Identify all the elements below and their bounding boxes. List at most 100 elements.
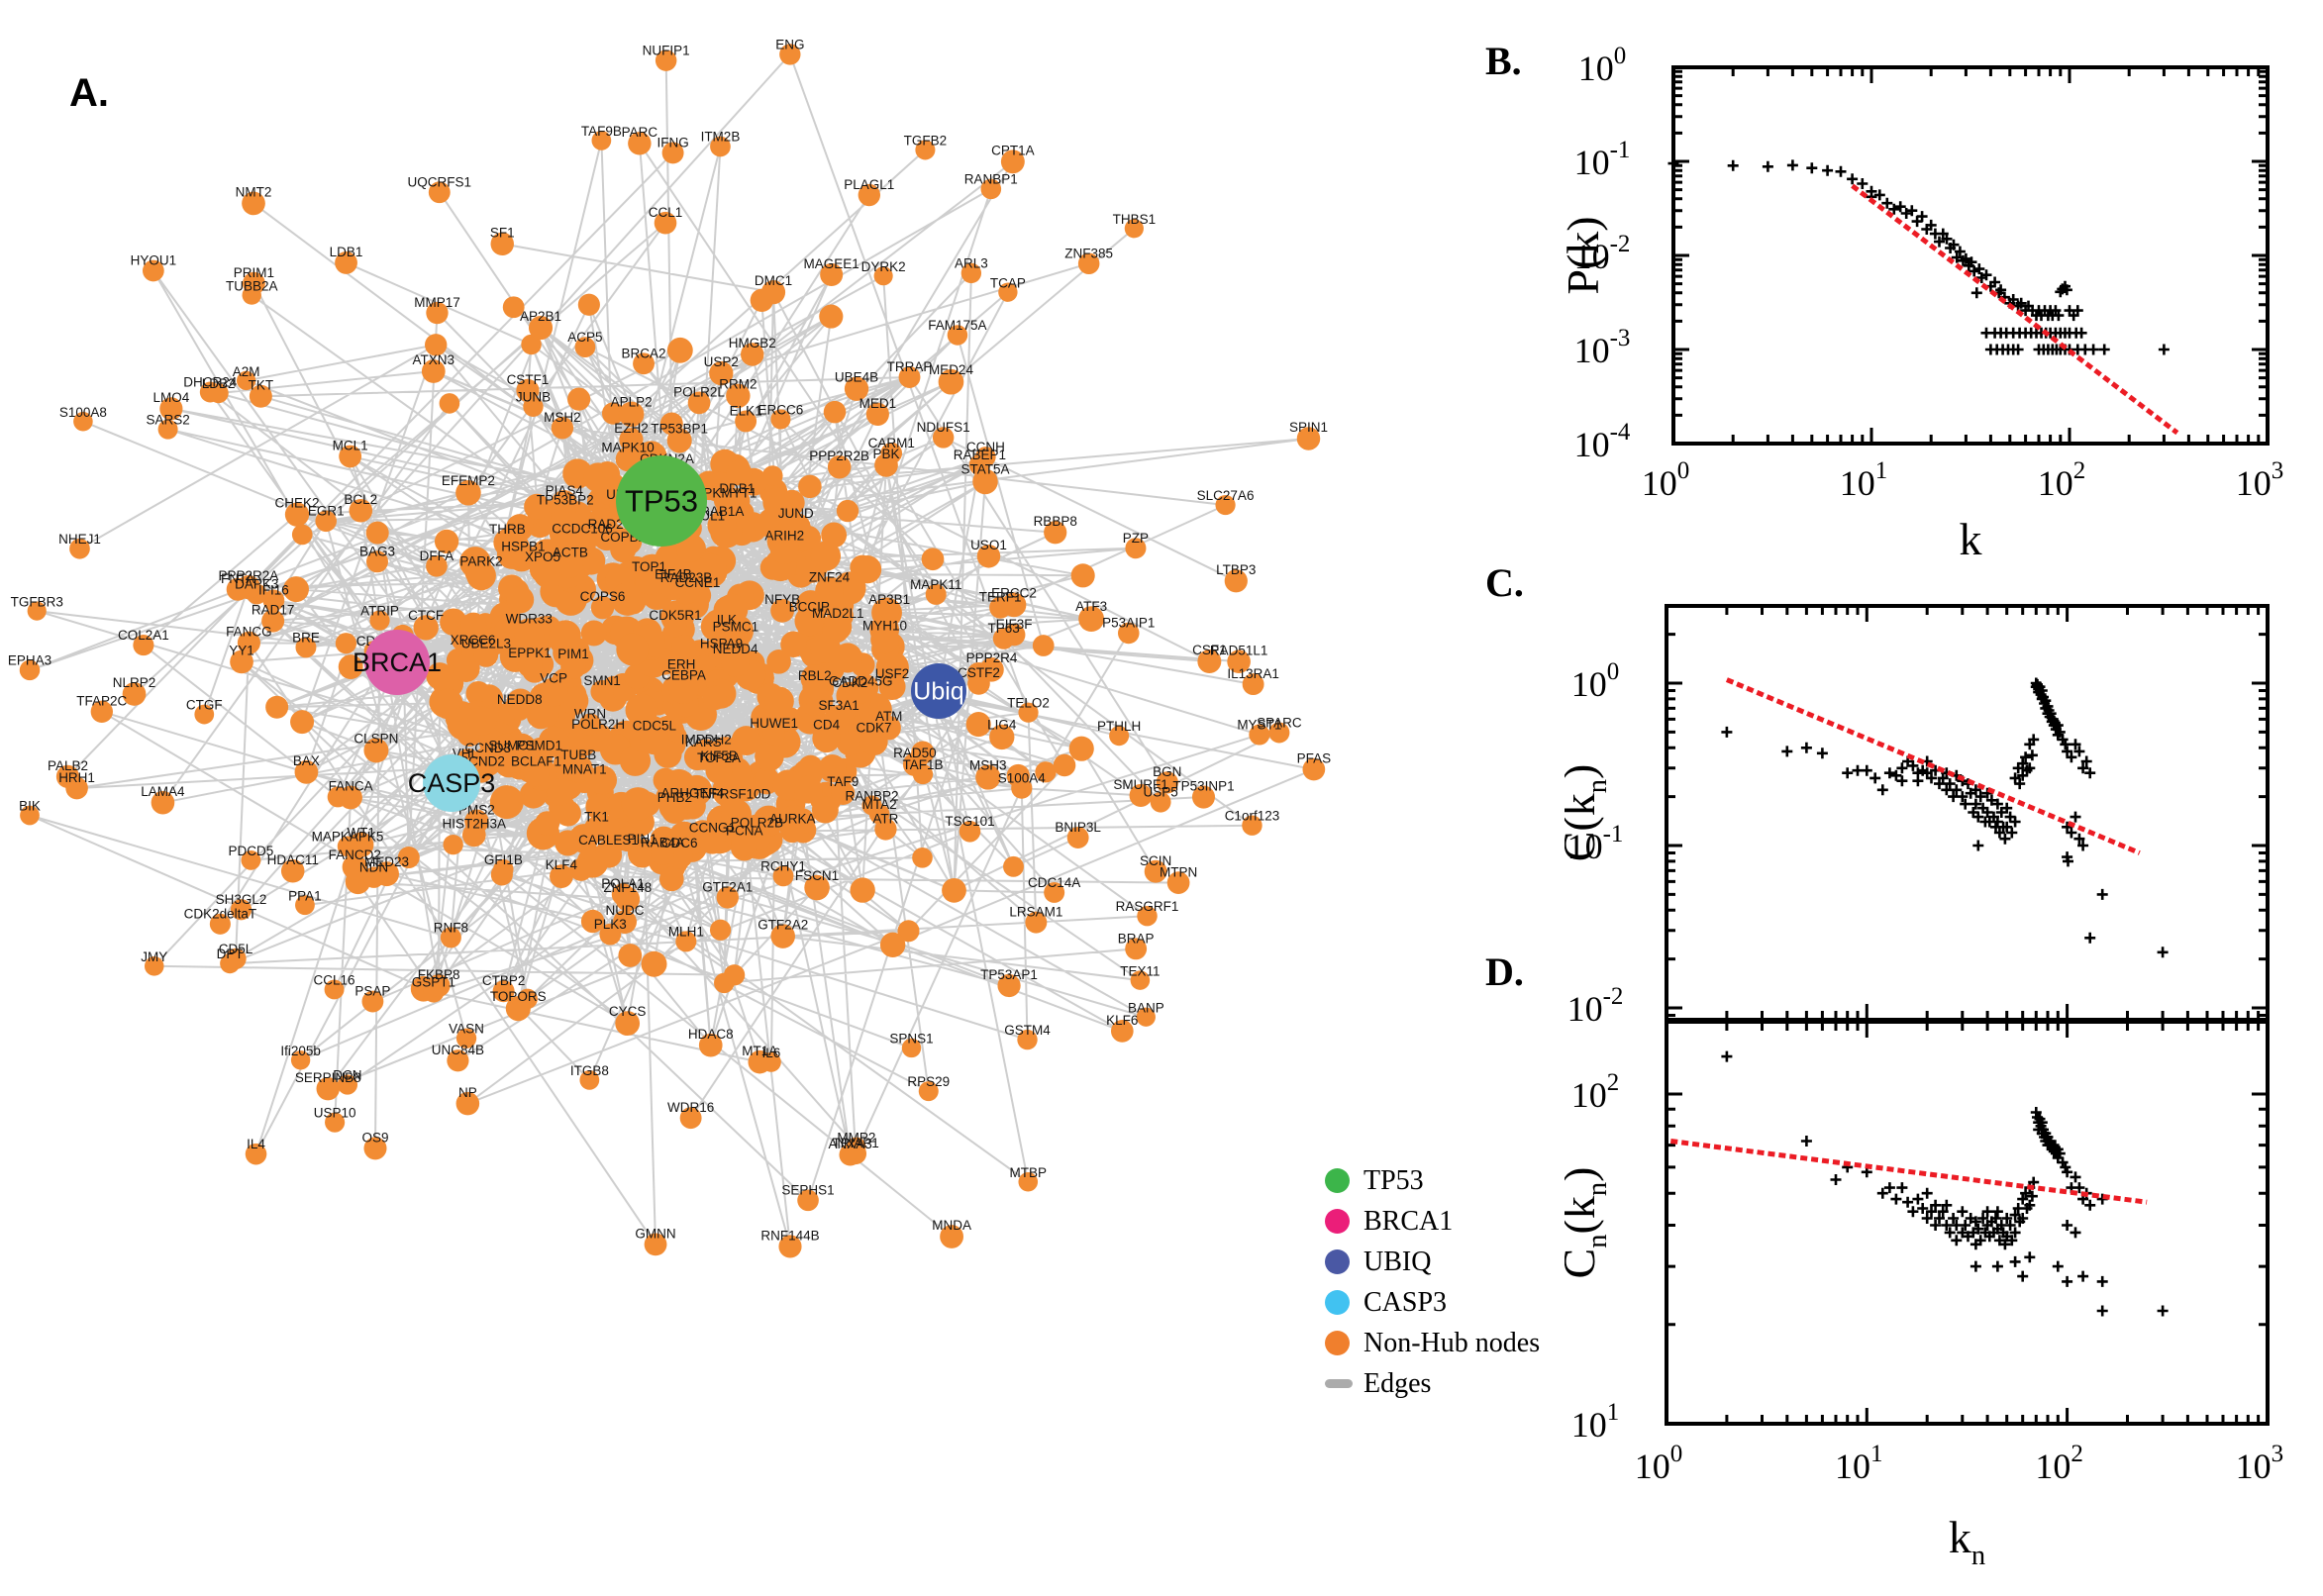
- network-node[interactable]: [493, 858, 514, 880]
- network-node[interactable]: [824, 613, 853, 642]
- network-node[interactable]: [290, 710, 315, 735]
- network-node[interactable]: [567, 528, 597, 557]
- network-node[interactable]: [1000, 150, 1025, 174]
- network-node[interactable]: [940, 1225, 963, 1248]
- network-node[interactable]: [69, 538, 90, 559]
- network-node[interactable]: [556, 551, 583, 578]
- network-node[interactable]: [338, 654, 363, 679]
- network-node[interactable]: [569, 857, 593, 881]
- network-node[interactable]: [1125, 538, 1147, 559]
- network-node[interactable]: [339, 445, 362, 468]
- network-node[interactable]: [818, 754, 847, 783]
- hub-node-brca1[interactable]: [364, 630, 430, 695]
- network-node[interactable]: [810, 541, 842, 571]
- network-node[interactable]: [521, 334, 542, 355]
- network-node[interactable]: [760, 1051, 781, 1072]
- network-node[interactable]: [335, 633, 357, 654]
- network-node[interactable]: [425, 334, 448, 356]
- network-node[interactable]: [514, 618, 545, 648]
- network-node[interactable]: [850, 877, 875, 903]
- network-node[interactable]: [335, 251, 357, 274]
- network-node[interactable]: [151, 790, 175, 815]
- network-node[interactable]: [283, 576, 309, 603]
- network-node[interactable]: [1025, 911, 1048, 934]
- network-node[interactable]: [295, 637, 317, 658]
- network-node[interactable]: [685, 557, 712, 584]
- network-node[interactable]: [1003, 855, 1024, 877]
- network-node[interactable]: [766, 649, 791, 674]
- network-node[interactable]: [506, 585, 535, 614]
- network-node[interactable]: [337, 1074, 358, 1095]
- network-node[interactable]: [1068, 736, 1094, 761]
- network-node[interactable]: [619, 745, 652, 776]
- network-node[interactable]: [849, 680, 872, 704]
- network-node[interactable]: [555, 830, 581, 856]
- network-node[interactable]: [90, 700, 114, 723]
- network-node[interactable]: [1242, 673, 1264, 696]
- network-node[interactable]: [363, 1137, 387, 1160]
- network-node[interactable]: [19, 659, 41, 681]
- network-node[interactable]: [490, 232, 514, 256]
- network-node[interactable]: [421, 359, 446, 383]
- network-node[interactable]: [1117, 622, 1140, 645]
- network-node[interactable]: [1124, 219, 1144, 239]
- network-node[interactable]: [1144, 859, 1167, 883]
- network-node[interactable]: [721, 648, 750, 677]
- network-node[interactable]: [1002, 623, 1026, 647]
- network-node[interactable]: [1018, 702, 1039, 723]
- network-node[interactable]: [1001, 592, 1027, 618]
- network-node[interactable]: [897, 920, 920, 943]
- network-node[interactable]: [325, 1112, 346, 1133]
- network-node[interactable]: [342, 854, 367, 880]
- network-node[interactable]: [291, 524, 313, 546]
- network-node[interactable]: [73, 411, 93, 432]
- network-node[interactable]: [157, 419, 178, 440]
- network-node[interactable]: [811, 796, 839, 824]
- network-node[interactable]: [1066, 827, 1089, 848]
- network-node[interactable]: [876, 715, 901, 741]
- network-node[interactable]: [1268, 722, 1290, 744]
- network-node[interactable]: [915, 140, 936, 160]
- network-node[interactable]: [804, 874, 830, 901]
- network-node[interactable]: [1125, 938, 1148, 960]
- network-node[interactable]: [709, 919, 732, 941]
- network-node[interactable]: [523, 760, 550, 787]
- network-node[interactable]: [671, 634, 696, 659]
- network-node[interactable]: [655, 50, 677, 71]
- network-node[interactable]: [660, 797, 688, 824]
- network-node[interactable]: [764, 686, 794, 716]
- network-node[interactable]: [295, 895, 315, 916]
- network-node[interactable]: [579, 1069, 600, 1090]
- hub-node-tp53[interactable]: [616, 455, 707, 547]
- network-node[interactable]: [794, 775, 823, 804]
- network-node[interactable]: [133, 635, 154, 656]
- network-node[interactable]: [1191, 785, 1216, 809]
- network-node[interactable]: [1156, 771, 1178, 794]
- network-node[interactable]: [548, 623, 580, 655]
- network-node[interactable]: [508, 698, 531, 721]
- network-node[interactable]: [230, 649, 253, 674]
- network-node[interactable]: [716, 886, 739, 909]
- network-node[interactable]: [236, 370, 256, 391]
- network-node[interactable]: [865, 402, 889, 426]
- network-node[interactable]: [1129, 783, 1153, 807]
- network-node[interactable]: [349, 498, 373, 523]
- network-node[interactable]: [616, 633, 650, 666]
- network-node[interactable]: [1137, 905, 1158, 927]
- network-node[interactable]: [230, 899, 252, 921]
- network-node[interactable]: [439, 393, 460, 414]
- network-node[interactable]: [720, 793, 745, 817]
- network-node[interactable]: [912, 847, 933, 868]
- network-node[interactable]: [1215, 494, 1236, 516]
- network-node[interactable]: [365, 550, 388, 573]
- network-node[interactable]: [770, 409, 791, 430]
- network-node[interactable]: [780, 631, 807, 658]
- network-node[interactable]: [619, 428, 644, 452]
- network-node[interactable]: [595, 839, 622, 865]
- network-node[interactable]: [580, 620, 607, 647]
- network-node[interactable]: [755, 767, 779, 792]
- network-node[interactable]: [965, 712, 991, 738]
- network-node[interactable]: [1197, 649, 1222, 674]
- network-node[interactable]: [633, 352, 655, 375]
- network-node[interactable]: [447, 1049, 469, 1072]
